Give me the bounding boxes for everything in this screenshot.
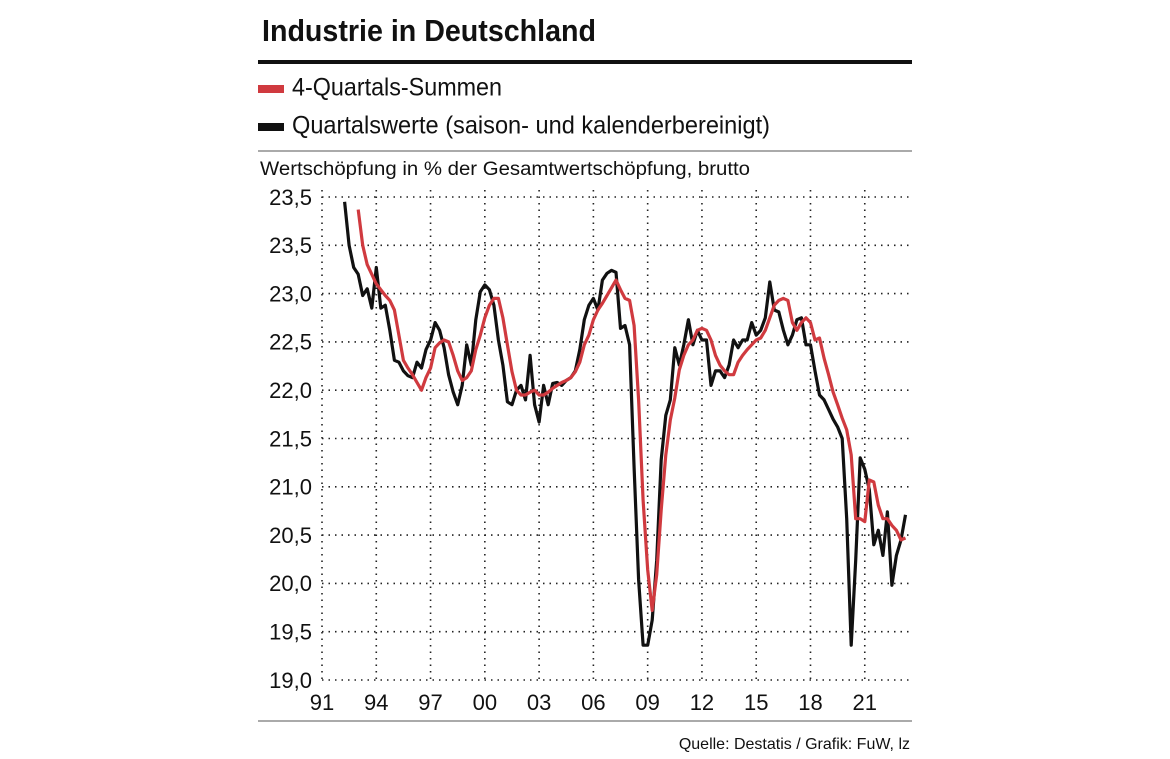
- y-tick-label: 19,0: [269, 668, 312, 693]
- y-tick-label: 22,5: [269, 330, 312, 355]
- y-tick-label: 21,5: [269, 426, 312, 451]
- y-tick-label: 23,5: [269, 185, 312, 210]
- y-tick-label: 23,0: [269, 281, 312, 306]
- y-tick-label: 20,0: [269, 571, 312, 596]
- x-tick-label: 18: [798, 690, 822, 715]
- legend-label: Quartalswerte (saison- und kalenderberei…: [292, 112, 770, 140]
- legend-swatch: [258, 85, 284, 93]
- data-line: [343, 201, 908, 647]
- source-note: Quelle: Destatis / Grafik: FuW, lz: [679, 736, 910, 753]
- x-tick-label: 12: [690, 690, 714, 715]
- y-tick-label: 19,5: [269, 620, 312, 645]
- x-tick-label: 03: [527, 690, 551, 715]
- y-tick-label: 22,0: [269, 378, 312, 403]
- legend-swatch: [258, 123, 284, 131]
- y-tick-label: 20,5: [269, 523, 312, 548]
- data-line: [356, 209, 907, 612]
- x-tick-label: 09: [635, 690, 659, 715]
- x-tick-label: 97: [418, 690, 442, 715]
- x-tick-label: 94: [364, 690, 388, 715]
- y-tick-label: 23,5: [269, 233, 312, 258]
- y-tick-label: 21,0: [269, 475, 312, 500]
- legend-label: 4-Quartals-Summen: [292, 74, 502, 102]
- x-tick-label: 21: [853, 690, 877, 715]
- chart-title: Industrie in Deutschland: [262, 13, 596, 48]
- x-tick-label: 91: [310, 690, 334, 715]
- x-tick-label: 06: [581, 690, 605, 715]
- y-axis-label: Wertschöpfung in % der Gesamtwertschöpfu…: [260, 159, 750, 180]
- x-tick-label: 15: [744, 690, 768, 715]
- x-tick-label: 00: [473, 690, 497, 715]
